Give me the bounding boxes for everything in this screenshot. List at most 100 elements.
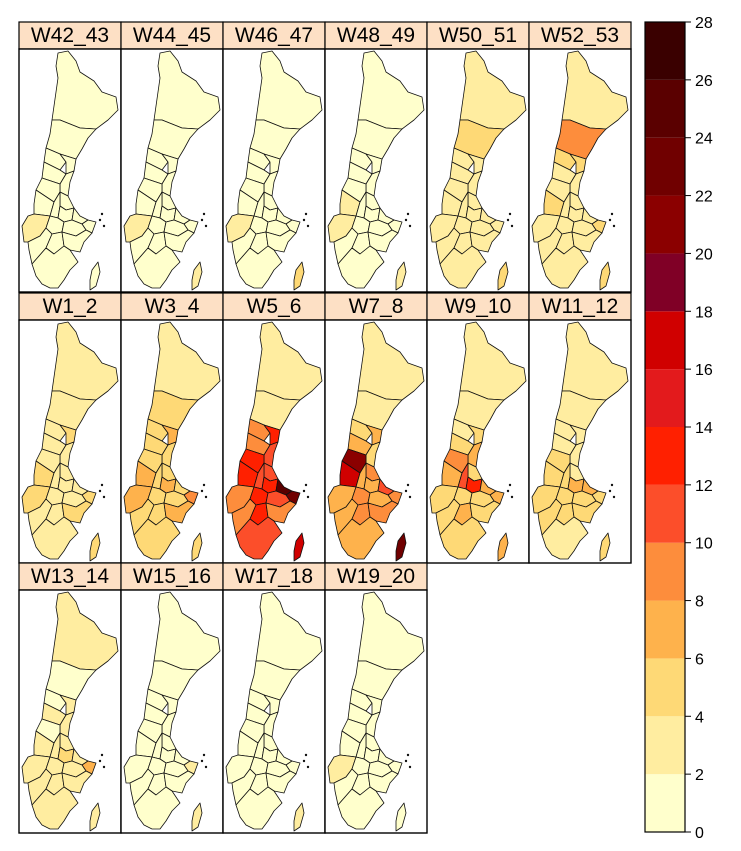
legend-tick-label: 16 xyxy=(695,362,713,379)
legend-tick-label: 20 xyxy=(695,246,713,263)
region-21 xyxy=(89,261,101,291)
legend-swatch xyxy=(645,22,685,80)
island-dot xyxy=(202,753,206,757)
map-panel: W46_47 xyxy=(222,21,326,293)
island-dot xyxy=(98,218,102,222)
legend-swatch xyxy=(645,542,685,601)
sweden-map xyxy=(21,321,119,562)
panel-label: W9_10 xyxy=(445,295,512,318)
island-dot xyxy=(304,483,308,487)
sweden-map xyxy=(327,591,425,832)
island-dot xyxy=(406,483,410,487)
region-2 xyxy=(147,119,199,160)
region-2 xyxy=(249,390,301,431)
region-21 xyxy=(599,261,611,291)
legend-tick-label: 18 xyxy=(695,304,713,321)
island-dot xyxy=(510,495,514,499)
region-1 xyxy=(357,50,425,130)
island-dot xyxy=(202,212,206,216)
sweden-map xyxy=(531,321,629,562)
panel-strip xyxy=(18,21,122,50)
map-panel: W1_2 xyxy=(18,292,122,564)
panel-strip xyxy=(324,292,428,321)
island-dot xyxy=(306,224,310,228)
region-20 xyxy=(439,245,487,289)
region-21 xyxy=(89,802,101,832)
island-dot xyxy=(404,759,408,763)
island-dot xyxy=(306,765,310,769)
region-21 xyxy=(395,261,407,291)
panel-strip xyxy=(528,292,632,321)
map-panel: W42_43 xyxy=(18,21,122,293)
region-1 xyxy=(357,321,425,401)
region-2 xyxy=(147,660,199,701)
island-dot xyxy=(408,495,412,499)
region-2 xyxy=(351,119,403,160)
region-1 xyxy=(255,321,323,401)
map-panel: W9_10 xyxy=(426,292,530,564)
sweden-map xyxy=(123,50,221,291)
panel-label: W13_14 xyxy=(31,565,110,588)
island-dot xyxy=(612,224,616,228)
sweden-map xyxy=(21,50,119,291)
region-20 xyxy=(337,245,385,289)
region-1 xyxy=(561,50,629,130)
region-2 xyxy=(45,660,97,701)
region-1 xyxy=(153,591,221,671)
map-panel: W3_4 xyxy=(120,292,224,564)
region-2 xyxy=(351,660,403,701)
panel-label: W3_4 xyxy=(145,295,200,318)
island-dot xyxy=(102,765,106,769)
legend-tick-label: 26 xyxy=(695,73,713,90)
sweden-map xyxy=(225,591,323,832)
map-panel: W52_53 xyxy=(528,21,632,293)
panel-label: W50_51 xyxy=(439,24,517,47)
region-21 xyxy=(293,532,305,562)
panel-label: W52_53 xyxy=(541,24,619,47)
island-dot xyxy=(200,489,204,493)
island-dot xyxy=(302,218,306,222)
legend-swatch xyxy=(645,137,685,196)
region-2 xyxy=(453,390,505,431)
sweden-map xyxy=(123,321,221,562)
island-dot xyxy=(610,483,614,487)
region-1 xyxy=(51,50,119,130)
region-2 xyxy=(351,390,403,431)
legend-swatch xyxy=(645,716,685,775)
panel-strip xyxy=(18,562,122,591)
region-21 xyxy=(497,532,509,562)
panel-strip xyxy=(222,292,326,321)
island-dot xyxy=(204,224,208,228)
panel-label: W42_43 xyxy=(31,24,109,47)
sweden-map xyxy=(531,50,629,291)
sweden-map xyxy=(21,591,119,832)
region-1 xyxy=(51,321,119,401)
region-21 xyxy=(293,802,305,832)
map-panel: W19_20 xyxy=(324,562,428,834)
island-dot xyxy=(404,489,408,493)
region-1 xyxy=(459,50,527,130)
island-dot xyxy=(508,483,512,487)
legend-swatch xyxy=(645,253,685,312)
map-panel: W15_16 xyxy=(120,562,224,834)
island-dot xyxy=(610,212,614,216)
sweden-map xyxy=(327,50,425,291)
panel-strip xyxy=(324,21,428,50)
region-1 xyxy=(357,591,425,671)
sweden-map xyxy=(327,321,425,562)
map-panel: W13_14 xyxy=(18,562,122,834)
panel-label: W46_47 xyxy=(235,24,313,47)
panel-strip xyxy=(528,21,632,50)
panel-label: W1_2 xyxy=(43,295,98,318)
region-20 xyxy=(31,516,79,560)
panel-strip xyxy=(426,292,530,321)
region-20 xyxy=(31,245,79,289)
region-21 xyxy=(599,532,611,562)
region-21 xyxy=(395,532,407,562)
legend-swatch xyxy=(645,658,685,717)
island-dot xyxy=(506,489,510,493)
region-1 xyxy=(255,50,323,130)
panel-label: W15_16 xyxy=(133,565,211,588)
island-dot xyxy=(608,218,612,222)
